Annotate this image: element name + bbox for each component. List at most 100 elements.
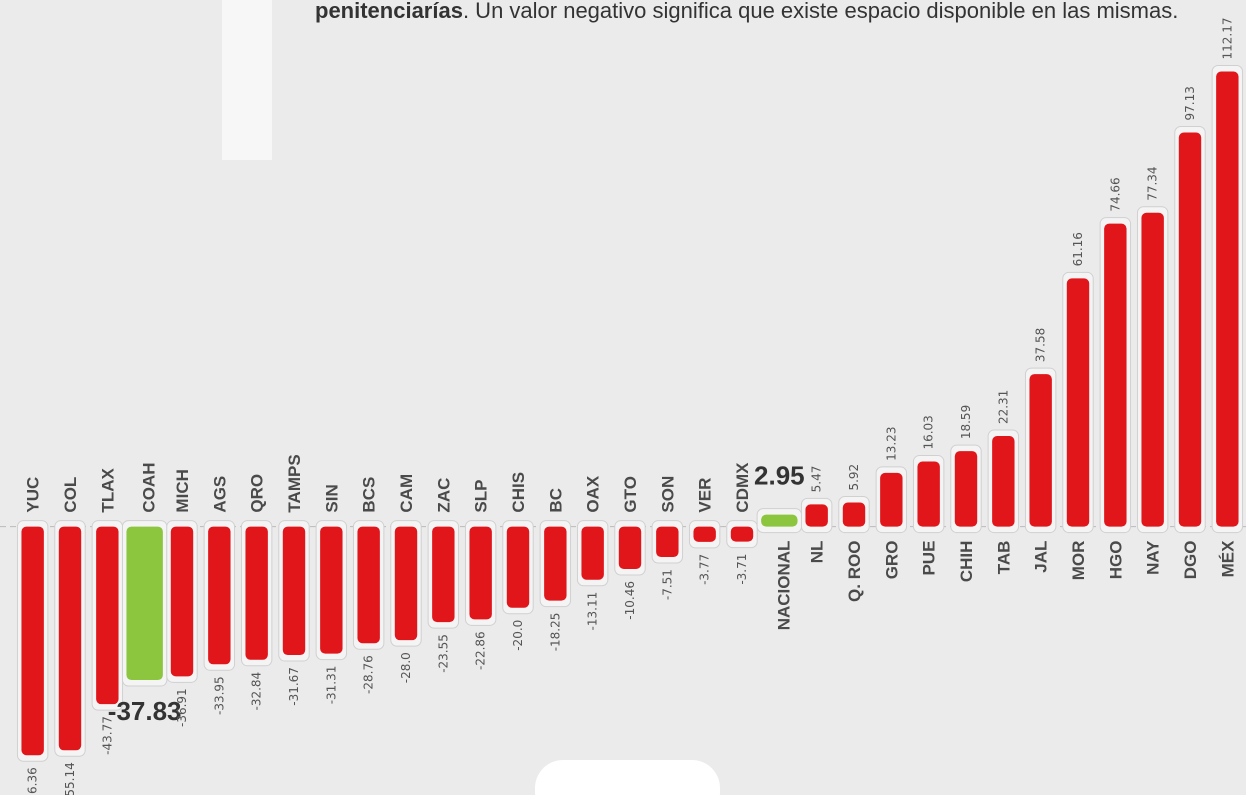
category-label: QRO (248, 474, 267, 513)
value-label: -7.51 (660, 569, 674, 600)
value-label: -55.14 (63, 762, 77, 795)
bar (917, 462, 939, 527)
bar (59, 527, 81, 751)
value-label: 112.17 (1220, 17, 1234, 59)
value-label: 61.16 (1071, 232, 1085, 266)
bar (1104, 224, 1126, 527)
bar (731, 527, 753, 542)
bar (208, 527, 230, 665)
highlight-value: -37.83 (108, 696, 182, 726)
category-label: GRO (882, 541, 901, 580)
value-label: 74.66 (1108, 177, 1122, 211)
category-label: YUC (24, 477, 43, 513)
value-label: 16.03 (922, 415, 936, 449)
bar (843, 503, 865, 527)
value-label: -18.25 (548, 613, 562, 652)
value-label: -23.55 (436, 634, 450, 673)
category-label: TAMPS (285, 454, 304, 512)
value-label: 37.58 (1034, 328, 1048, 362)
category-label: TAB (994, 541, 1013, 575)
bar (805, 504, 827, 526)
bar (171, 527, 193, 677)
category-label: BCS (360, 477, 379, 513)
bottom-tab (535, 760, 720, 795)
bar (992, 436, 1014, 527)
category-label: SON (658, 476, 677, 513)
category-label: OAX (584, 475, 603, 513)
bar (21, 527, 43, 756)
bar (507, 527, 529, 608)
highlight-category: COAH (140, 463, 159, 513)
value-label: 5.92 (847, 464, 861, 491)
value-label: -32.84 (250, 672, 264, 711)
bar (432, 527, 454, 623)
bar (656, 527, 678, 557)
value-label: -33.95 (212, 676, 226, 715)
category-label: GTO (621, 476, 640, 513)
value-label: -28.0 (399, 652, 413, 683)
value-label: 18.59 (959, 405, 973, 439)
category-label: SIN (322, 484, 341, 512)
value-label: -36.91 (175, 688, 189, 727)
bar (96, 527, 118, 705)
bar (283, 527, 305, 655)
category-label: COL (61, 477, 80, 513)
category-label: CDMX (733, 462, 752, 513)
value-label: -31.31 (324, 666, 338, 705)
bar (245, 527, 267, 660)
intro-text: penitenciarías. Un valor negativo signif… (315, 0, 1178, 23)
chart: penitenciarías. Un valor negativo signif… (0, 0, 1246, 795)
category-label: BC (546, 488, 565, 513)
bar (1141, 213, 1163, 527)
value-label: -56.36 (26, 767, 40, 795)
bar (320, 527, 342, 654)
bar (1179, 133, 1201, 527)
value-label: -10.46 (623, 581, 637, 620)
value-label: -22.86 (474, 631, 488, 670)
category-label: Q. ROO (845, 541, 864, 602)
category-label: DGO (1181, 541, 1200, 580)
category-label: MOR (1069, 541, 1088, 581)
category-label: CHIH (957, 541, 976, 583)
highlight-value: 2.95 (754, 461, 805, 491)
value-label: -13.11 (586, 592, 600, 631)
category-label: VER (696, 478, 715, 513)
category-label: TLAX (98, 468, 117, 513)
intro-bold: penitenciarías (315, 0, 463, 23)
category-label: PUE (920, 541, 939, 576)
bar (357, 527, 379, 644)
category-label: MÉX (1218, 540, 1237, 578)
category-label: HGO (1106, 541, 1125, 580)
highlight-category: NACIONAL (774, 541, 793, 631)
bar (1216, 71, 1238, 526)
decor-stripes (222, 0, 272, 160)
bar (581, 527, 603, 580)
bar (693, 527, 715, 542)
category-label: MICH (173, 469, 192, 512)
bar (1067, 278, 1089, 526)
value-label: 13.23 (884, 427, 898, 461)
category-label: AGS (210, 476, 229, 513)
bar (880, 473, 902, 527)
category-label: SLP (472, 480, 491, 513)
bar (126, 527, 162, 680)
category-label: NAY (1144, 540, 1163, 575)
bar (761, 515, 797, 527)
category-label: CHIS (509, 472, 528, 513)
value-label: 97.13 (1183, 86, 1197, 120)
value-label: -28.76 (362, 655, 376, 694)
category-label: CAM (397, 474, 416, 513)
value-label: -3.71 (735, 554, 749, 585)
category-label: ZAC (434, 478, 453, 513)
bar (1029, 374, 1051, 526)
category-label: NL (808, 541, 827, 564)
category-label: JAL (1032, 541, 1051, 573)
value-label: 5.47 (810, 466, 824, 493)
value-label: 22.31 (996, 390, 1010, 424)
intro-rest: . Un valor negativo significa que existe… (463, 0, 1178, 23)
value-label: 77.34 (1146, 166, 1160, 200)
bar (955, 451, 977, 526)
bar (395, 527, 417, 641)
value-label: -3.77 (698, 554, 712, 585)
value-label: -20.0 (511, 620, 525, 651)
